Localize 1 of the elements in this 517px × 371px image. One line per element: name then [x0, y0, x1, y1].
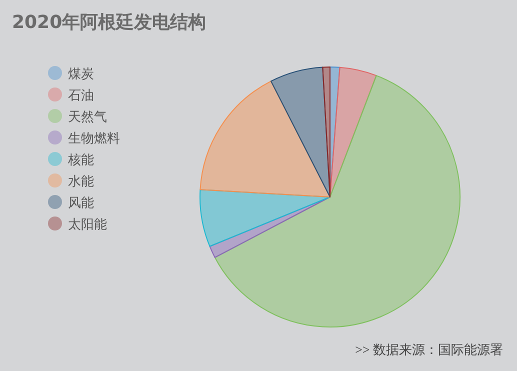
title: 2020年阿根廷发电结构: [12, 12, 206, 33]
